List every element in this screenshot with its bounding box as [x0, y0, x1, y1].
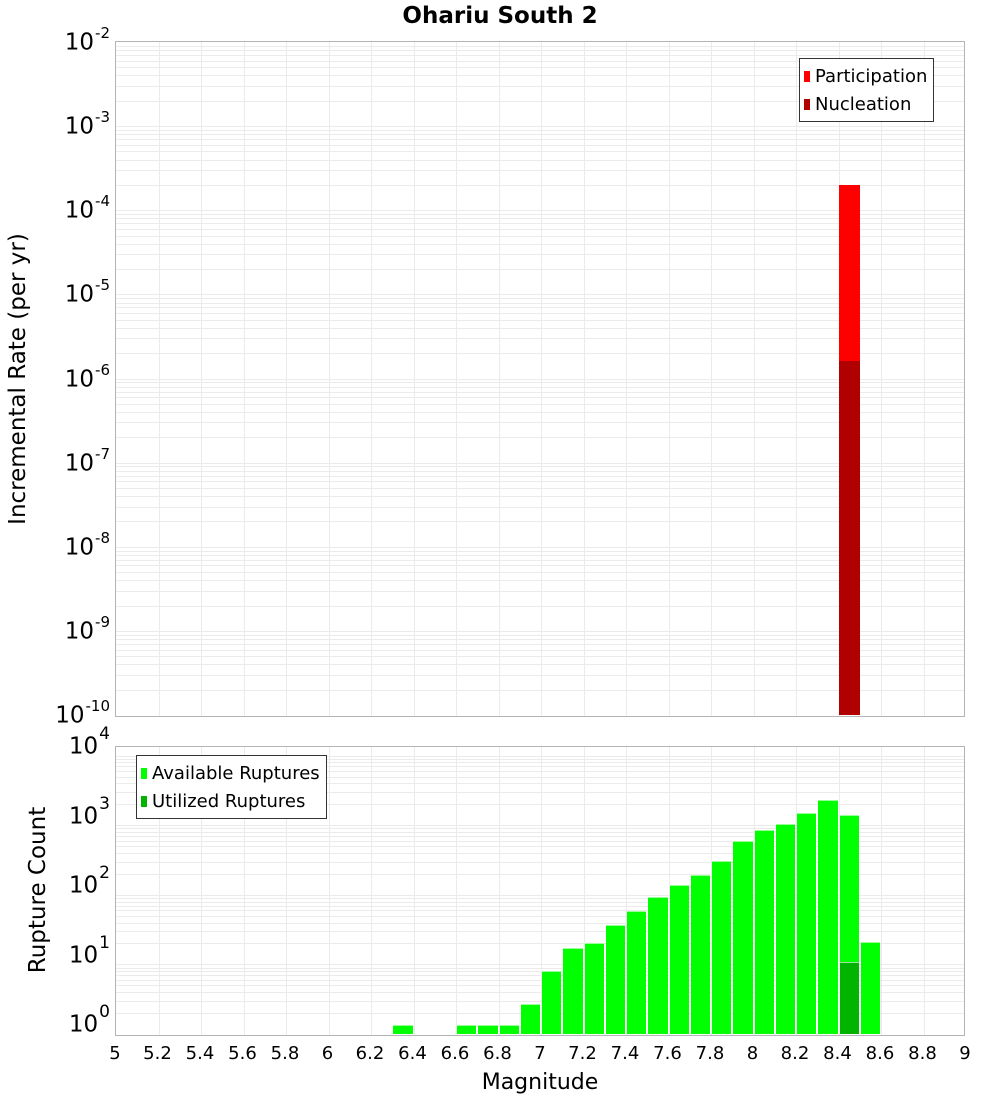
rupture-count-y-label: Rupture Count: [25, 790, 51, 990]
legend-label: Nucleation: [815, 94, 911, 115]
grid-line: [286, 42, 287, 716]
available-rupture-bar: [670, 885, 689, 1034]
legend-label: Available Ruptures: [152, 763, 320, 784]
available-rupture-bar: [585, 943, 604, 1034]
y-tick-label: 10-2: [10, 27, 110, 56]
grid-line: [371, 747, 372, 1035]
available-rupture-bar: [797, 813, 816, 1034]
available-rupture-bar: [755, 830, 774, 1034]
grid-line: [711, 42, 712, 716]
grid-line: [371, 42, 372, 716]
grid-line: [244, 42, 245, 716]
legend-item-participation: Participation: [804, 62, 927, 90]
y-tick-label: 10-10: [10, 700, 110, 729]
available-rupture-bar: [733, 841, 752, 1034]
available-rupture-bar: [712, 861, 731, 1034]
y-tick-label: 10-9: [10, 616, 110, 645]
magnitude-x-label: Magnitude: [115, 1070, 965, 1095]
grid-line: [499, 747, 500, 1035]
nucleation-swatch-icon: [804, 99, 810, 110]
grid-line: [881, 42, 882, 716]
grid-line: [159, 42, 160, 716]
y-tick-label: 10-8: [10, 532, 110, 561]
grid-line: [924, 42, 925, 716]
grid-line: [201, 42, 202, 716]
available-rupture-bar: [691, 875, 710, 1034]
available-rupture-bar: [648, 897, 667, 1034]
grid-line: [881, 747, 882, 1035]
grid-line: [754, 42, 755, 716]
available-rupture-bar: [776, 824, 795, 1034]
grid-line: [669, 42, 670, 716]
chart-title: Ohariu South 2: [0, 3, 1000, 29]
grid-line: [584, 42, 585, 716]
y-tick-label: 100: [10, 1008, 110, 1038]
participation-swatch-icon: [804, 71, 810, 82]
grid-line: [499, 42, 500, 716]
grid-line: [414, 747, 415, 1035]
grid-line: [329, 747, 330, 1035]
rupture-legend: Available Ruptures Utilized Ruptures: [136, 755, 327, 819]
available-rupture-bar: [478, 1025, 497, 1034]
available-rupture-bar: [861, 942, 880, 1034]
rate-legend: Participation Nucleation: [799, 58, 934, 122]
available-rupture-bar: [393, 1025, 412, 1034]
grid-line: [329, 42, 330, 716]
available-rupture-bar: [818, 800, 837, 1034]
legend-item-utilized: Utilized Ruptures: [141, 787, 320, 815]
available-rupture-bar: [563, 948, 582, 1034]
available-rupture-bar: [606, 925, 625, 1034]
incremental-rate-y-label: Incremental Rate (per yr): [5, 229, 31, 529]
utilized-swatch-icon: [141, 796, 147, 807]
y-tick-label: 10-4: [10, 195, 110, 224]
grid-line: [626, 42, 627, 716]
available-swatch-icon: [141, 768, 147, 779]
nucleation-bar: [839, 361, 860, 715]
y-tick-label: 10-3: [10, 111, 110, 140]
available-rupture-bar: [542, 971, 561, 1034]
y-tick-label: 104: [10, 730, 110, 760]
available-rupture-bar: [627, 911, 646, 1034]
grid-line: [414, 42, 415, 716]
grid-line: [456, 42, 457, 716]
grid-line: [796, 42, 797, 716]
available-rupture-bar: [521, 1004, 540, 1034]
legend-item-available: Available Ruptures: [141, 759, 320, 787]
legend-item-nucleation: Nucleation: [804, 90, 927, 118]
grid-line: [541, 42, 542, 716]
x-tick-label: 9: [940, 1043, 990, 1064]
legend-label: Utilized Ruptures: [152, 791, 305, 812]
incremental-rate-plot: [115, 41, 965, 717]
available-rupture-bar: [457, 1025, 476, 1034]
legend-label: Participation: [815, 66, 927, 87]
utilized-rupture-bar: [840, 962, 859, 1034]
available-rupture-bar: [500, 1025, 519, 1034]
grid-line: [924, 747, 925, 1035]
grid-line: [456, 747, 457, 1035]
